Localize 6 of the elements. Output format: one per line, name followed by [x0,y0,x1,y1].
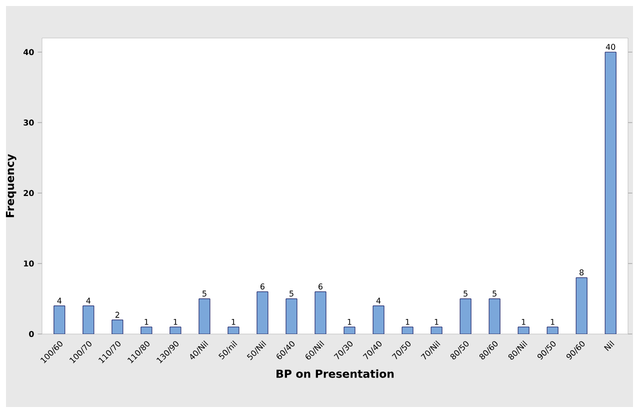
bar [576,277,588,334]
bar [604,52,616,334]
bar [54,306,66,334]
y-axis-title: Frequency [6,154,16,218]
x-axis-title: BP on Presentation [276,369,394,378]
bar [82,306,94,334]
